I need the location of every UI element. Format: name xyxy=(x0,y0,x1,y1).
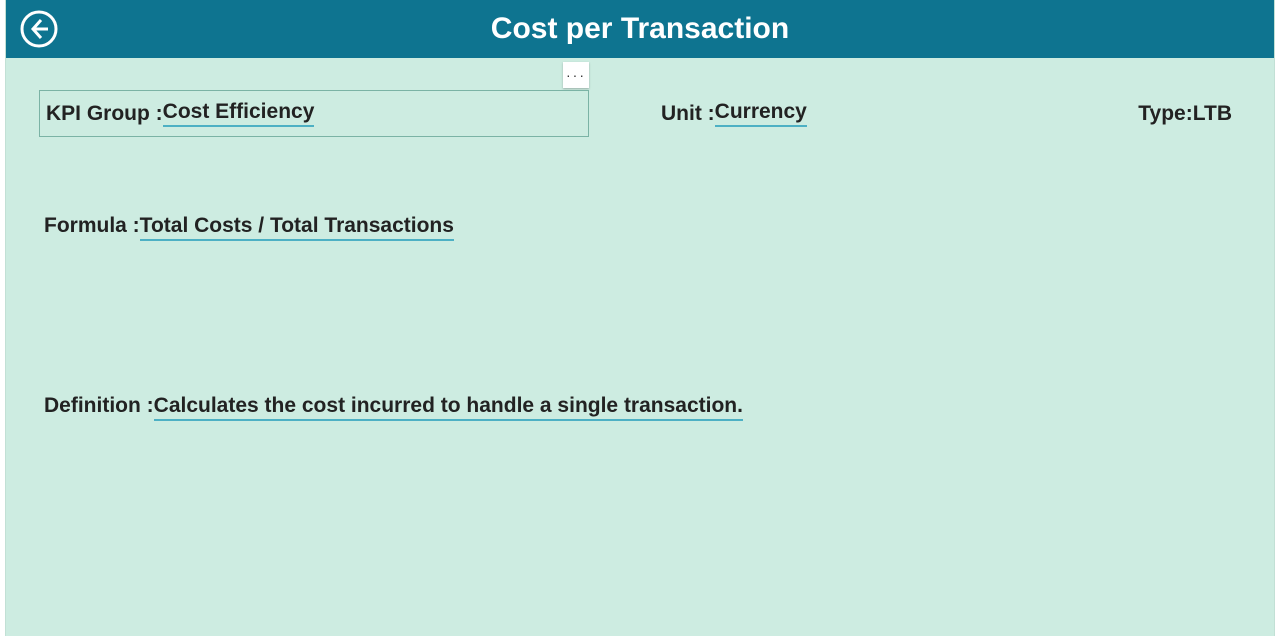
type-label: Type: xyxy=(1138,102,1192,126)
more-options-button[interactable]: ··· xyxy=(563,62,589,88)
definition-field: Definition : Calculates the cost incurre… xyxy=(44,394,743,421)
header-bar: Cost per Transaction xyxy=(6,0,1274,58)
formula-field: Formula : Total Costs / Total Transactio… xyxy=(44,214,454,241)
unit-value: Currency xyxy=(715,100,807,127)
kpi-group-field[interactable]: KPI Group : Cost Efficiency xyxy=(39,90,589,137)
formula-label: Formula : xyxy=(44,214,140,238)
unit-field: Unit : Currency xyxy=(661,90,807,137)
page-title: Cost per Transaction xyxy=(6,12,1274,46)
kpi-group-label: KPI Group : xyxy=(46,102,163,126)
definition-value: Calculates the cost incurred to handle a… xyxy=(154,394,743,421)
back-arrow-icon xyxy=(19,9,59,49)
definition-label: Definition : xyxy=(44,394,154,418)
app-frame: Cost per Transaction ··· KPI Group : Cos… xyxy=(5,0,1275,636)
type-value: LTB xyxy=(1193,102,1232,126)
formula-value: Total Costs / Total Transactions xyxy=(140,214,454,241)
unit-label: Unit : xyxy=(661,102,715,126)
back-button[interactable] xyxy=(18,8,60,50)
ellipsis-icon: ··· xyxy=(566,68,586,82)
kpi-group-value: Cost Efficiency xyxy=(163,100,315,127)
type-field: Type: LTB xyxy=(1138,90,1232,137)
